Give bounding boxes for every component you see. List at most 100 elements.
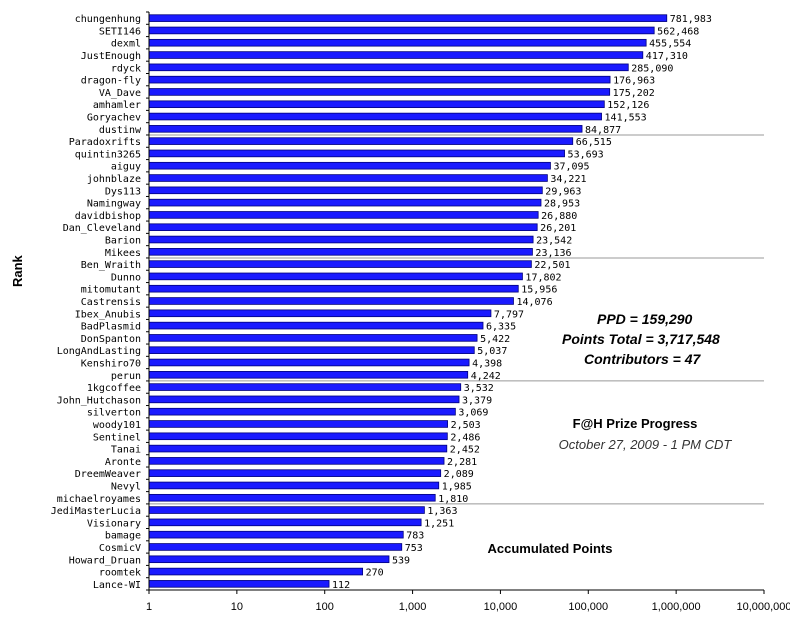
category-label: DonSpanton [81, 334, 141, 345]
bar [148, 309, 492, 318]
value-label: 34,221 [550, 174, 586, 185]
x-tick-label: 1 [146, 601, 152, 613]
bar [148, 137, 574, 145]
x-tick-label: 1,000 [399, 601, 427, 613]
category-label: BadPlasmid [81, 322, 141, 333]
category-label: perun [111, 371, 141, 382]
bar [148, 444, 448, 453]
category-label: 1kgcoffee [87, 383, 141, 394]
ppd-text: PPD = 159,290 [597, 311, 693, 327]
value-label: 37,095 [553, 162, 589, 173]
bar [148, 186, 543, 195]
value-label: 152,126 [607, 100, 649, 111]
value-label: 1,251 [424, 518, 454, 529]
bar [148, 321, 484, 330]
value-label: 781,983 [670, 14, 712, 25]
bar [148, 383, 462, 391]
value-label: 1,363 [427, 506, 457, 517]
category-label: Tanai [111, 445, 141, 456]
value-label: 2,503 [451, 420, 481, 431]
category-label: Castrensis [81, 297, 141, 308]
category-label: chungenhung [75, 14, 141, 25]
x-tick-label: 100 [316, 601, 334, 613]
value-label: 783 [406, 531, 424, 542]
value-label: 2,089 [444, 469, 474, 480]
category-label: Mikees [105, 248, 141, 259]
category-label: Howard_Druan [69, 555, 141, 566]
value-label: 175,202 [613, 88, 655, 99]
bar [148, 38, 647, 47]
category-label: silverton [87, 408, 141, 419]
bar [148, 469, 442, 477]
bar [148, 211, 539, 219]
category-label: amhamler [93, 100, 141, 111]
category-label: quintin3265 [75, 149, 141, 160]
bar [148, 555, 390, 564]
value-label: 5,037 [477, 346, 507, 357]
bar [148, 457, 445, 465]
value-label: 3,532 [464, 383, 494, 394]
value-label: 539 [392, 555, 410, 566]
bar [148, 567, 364, 576]
category-label: Aronte [105, 457, 141, 468]
bar [148, 371, 469, 379]
x-tick-label: 100,000 [568, 601, 608, 613]
value-label: 23,542 [536, 236, 572, 247]
value-label: 417,310 [646, 51, 688, 62]
y-axis-label: Rank [10, 255, 25, 287]
value-label: 753 [405, 543, 423, 554]
value-label: 1,810 [438, 494, 468, 505]
value-label: 2,452 [450, 445, 480, 456]
x-tick-label: 10 [231, 601, 243, 613]
bar [148, 75, 611, 84]
value-label: 84,877 [585, 125, 621, 136]
category-label: CosmicV [99, 543, 141, 554]
category-label: johnblaze [87, 174, 141, 185]
category-label: Goryachev [87, 113, 141, 124]
bar [148, 272, 523, 281]
category-label: dexml [111, 39, 141, 50]
value-label: 455,554 [649, 39, 691, 50]
category-label: Kenshiro70 [81, 358, 141, 369]
contributors-text: Contributors = 47 [584, 351, 701, 367]
value-label: 3,069 [458, 408, 488, 419]
category-label: JustEnough [81, 51, 141, 62]
bar [148, 260, 532, 268]
value-label: 141,553 [605, 113, 647, 124]
bar [148, 432, 448, 441]
category-label: Namingway [87, 199, 141, 210]
value-label: 4,242 [471, 371, 501, 382]
category-label: davidbishop [75, 211, 141, 222]
x-tick-label: 10,000 [484, 601, 518, 613]
value-label: 5,422 [480, 334, 510, 345]
bar [148, 518, 422, 527]
bar [148, 223, 538, 231]
axes [146, 11, 765, 594]
x-tick-label: 1,000,000 [652, 601, 701, 613]
category-label: SETI146 [99, 26, 141, 37]
bar [148, 198, 542, 207]
bar [148, 481, 440, 490]
value-label: 3,379 [462, 395, 492, 406]
value-label: 66,515 [576, 137, 612, 148]
category-label: Ibex_Anubis [75, 309, 141, 320]
category-label: DreemWeaver [75, 469, 141, 480]
value-label: 112 [332, 580, 350, 591]
bar [148, 63, 629, 72]
bar [148, 346, 475, 354]
bar [148, 530, 404, 539]
bar [148, 26, 655, 35]
bar [148, 407, 456, 416]
category-label: rdyck [111, 63, 141, 74]
bar [148, 248, 533, 256]
bar [148, 112, 602, 121]
category-label: roomtek [99, 568, 141, 579]
gridlines [149, 134, 764, 505]
value-label: 22,501 [534, 260, 570, 271]
category-label: Lance-WI [93, 580, 141, 591]
bar [148, 161, 551, 170]
category-label: michaelroyames [57, 494, 141, 505]
category-label: VA_Dave [99, 88, 141, 99]
category-label: Barion [105, 236, 141, 247]
value-label: 14,076 [516, 297, 552, 308]
